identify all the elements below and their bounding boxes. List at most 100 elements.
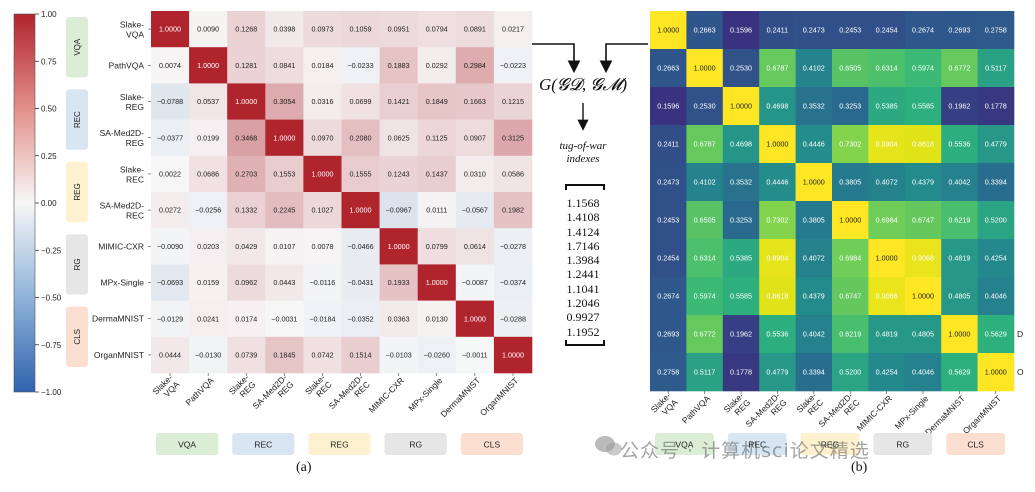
cell-value-label: 0.2453 bbox=[839, 26, 861, 35]
cell-value-label: −0.0129 bbox=[157, 314, 183, 323]
heatmap-cell bbox=[303, 192, 342, 229]
cell-value-label: 0.3805 bbox=[803, 216, 825, 225]
heatmap-cell bbox=[151, 336, 190, 374]
heatmap-cell bbox=[265, 47, 304, 84]
heatmap-cell bbox=[832, 239, 869, 278]
heatmap-cell bbox=[904, 163, 942, 202]
colorbar-tick-label: 0.50 bbox=[41, 105, 57, 114]
heatmap-cell bbox=[686, 315, 724, 354]
heatmap-cell bbox=[686, 353, 724, 392]
left-group-badge bbox=[66, 17, 88, 78]
heatmap-cell bbox=[303, 11, 342, 48]
bracket-top bbox=[565, 184, 605, 190]
heatmap-cell bbox=[795, 11, 833, 50]
heatmap-cell bbox=[493, 11, 533, 48]
row-label-line: REC bbox=[126, 211, 144, 221]
cell-value-label: 0.8618 bbox=[766, 292, 788, 301]
cell-value-label: 0.1437 bbox=[426, 170, 448, 179]
cell-value-label: 0.2693 bbox=[948, 26, 970, 35]
heatmap-cell bbox=[455, 11, 495, 48]
heatmap-cell bbox=[941, 49, 978, 88]
cell-value-label: 0.1555 bbox=[350, 170, 372, 179]
row-label-line: DermaMNIST bbox=[92, 314, 144, 324]
cell-value-label: 0.5536 bbox=[948, 140, 970, 149]
cell-value-label: 0.7302 bbox=[766, 216, 788, 225]
heatmap-cell bbox=[417, 300, 457, 338]
heatmap-cell bbox=[795, 353, 833, 392]
row-label: DermaMNIST bbox=[92, 314, 144, 324]
heatmap-cell bbox=[227, 119, 266, 157]
column-label: MPx-Single bbox=[406, 375, 444, 413]
heatmap-cell bbox=[904, 353, 942, 392]
row-label-line: Slake- bbox=[120, 164, 144, 174]
heatmap-cell bbox=[151, 300, 190, 338]
cell-value-label: 0.5974 bbox=[912, 64, 934, 73]
row-label: MIMIC-CXR bbox=[98, 241, 144, 251]
tug-of-war-index: 1.4108 bbox=[566, 210, 600, 225]
heatmap-cell bbox=[379, 47, 418, 84]
heatmap-cell bbox=[379, 83, 418, 120]
heatmap-cell bbox=[686, 11, 724, 50]
heatmap-cell bbox=[868, 201, 906, 240]
heatmap-cell bbox=[759, 315, 796, 354]
cell-value-label: 0.6772 bbox=[694, 330, 716, 339]
cell-value-label: 0.0973 bbox=[311, 25, 333, 34]
cell-value-label: 0.1332 bbox=[235, 206, 257, 215]
cell-value-label: 0.3394 bbox=[803, 368, 825, 377]
heatmap-cell bbox=[341, 228, 380, 265]
cell-value-label: 0.2663 bbox=[657, 64, 679, 73]
cell-value-label: 0.1845 bbox=[273, 351, 295, 360]
heatmap-cell bbox=[417, 264, 457, 301]
cell-value-label: −0.0260 bbox=[424, 351, 450, 360]
heatmap-cell bbox=[759, 125, 796, 164]
cell-value-label: 0.4379 bbox=[912, 178, 934, 187]
row-label: Slake-VQA bbox=[120, 20, 144, 40]
heatmap-cell bbox=[977, 87, 1015, 126]
column-label: SA-Med2D-REG bbox=[250, 372, 295, 417]
cell-value-label: −0.0693 bbox=[157, 278, 183, 287]
heatmap-cell bbox=[795, 277, 833, 316]
row-label-line: MIMIC-CXR bbox=[98, 241, 144, 251]
heatmap-cell bbox=[227, 47, 266, 84]
cell-value-label: 0.2411 bbox=[657, 140, 678, 149]
right-edge-letter: D bbox=[1017, 329, 1023, 339]
heatmap-cell bbox=[303, 155, 342, 193]
cell-value-label: −0.0967 bbox=[386, 206, 412, 215]
heatmap-cell bbox=[189, 155, 228, 193]
heatmap-cell bbox=[832, 201, 869, 240]
cell-value-label: 1.0000 bbox=[839, 216, 861, 225]
heatmap-cell bbox=[759, 239, 796, 278]
cell-value-label: 0.6984 bbox=[839, 254, 861, 263]
cell-value-label: 0.3054 bbox=[273, 97, 295, 106]
heatmap-cell bbox=[832, 11, 869, 50]
cell-value-label: −0.0278 bbox=[500, 242, 526, 251]
cell-value-label: 0.1281 bbox=[235, 61, 257, 70]
heatmap-b: 1.0000 0.2663 0.1596 0.2411 0.2473 0.2453 0.24… bbox=[649, 11, 1024, 437]
cell-value-label: 0.0217 bbox=[502, 25, 524, 34]
cell-value-label: 0.9068 bbox=[876, 292, 898, 301]
cell-value-label: 0.1883 bbox=[388, 61, 410, 70]
heatmap-cell bbox=[941, 353, 978, 392]
heatmap-cell bbox=[417, 83, 457, 120]
cell-value-label: 0.5585 bbox=[730, 292, 752, 301]
cell-value-label: 0.0241 bbox=[197, 314, 219, 323]
heatmap-cell bbox=[151, 11, 190, 48]
column-label: PathVQA bbox=[183, 375, 215, 407]
heatmap-cell bbox=[379, 192, 418, 229]
cell-value-label: 0.5200 bbox=[985, 216, 1007, 225]
heatmap-cell bbox=[227, 300, 266, 338]
heatmap-cell bbox=[151, 264, 190, 301]
column-label: Slake-REC bbox=[303, 372, 334, 403]
heatmap-cell bbox=[977, 163, 1015, 202]
cell-value-label: 0.6505 bbox=[694, 216, 716, 225]
cell-value-label: 0.0429 bbox=[235, 242, 257, 251]
cell-value-label: −0.0377 bbox=[157, 133, 183, 142]
heatmap-cell bbox=[189, 228, 228, 265]
cell-value-label: 0.4805 bbox=[948, 292, 970, 301]
cell-value-label: 0.2758 bbox=[657, 368, 679, 377]
cell-value-label: 0.2411 bbox=[767, 26, 788, 35]
heatmap-cell bbox=[868, 353, 906, 392]
cell-value-label: 0.1125 bbox=[426, 133, 447, 142]
heatmap-cell bbox=[379, 336, 418, 374]
row-label-line: REG bbox=[126, 138, 144, 148]
